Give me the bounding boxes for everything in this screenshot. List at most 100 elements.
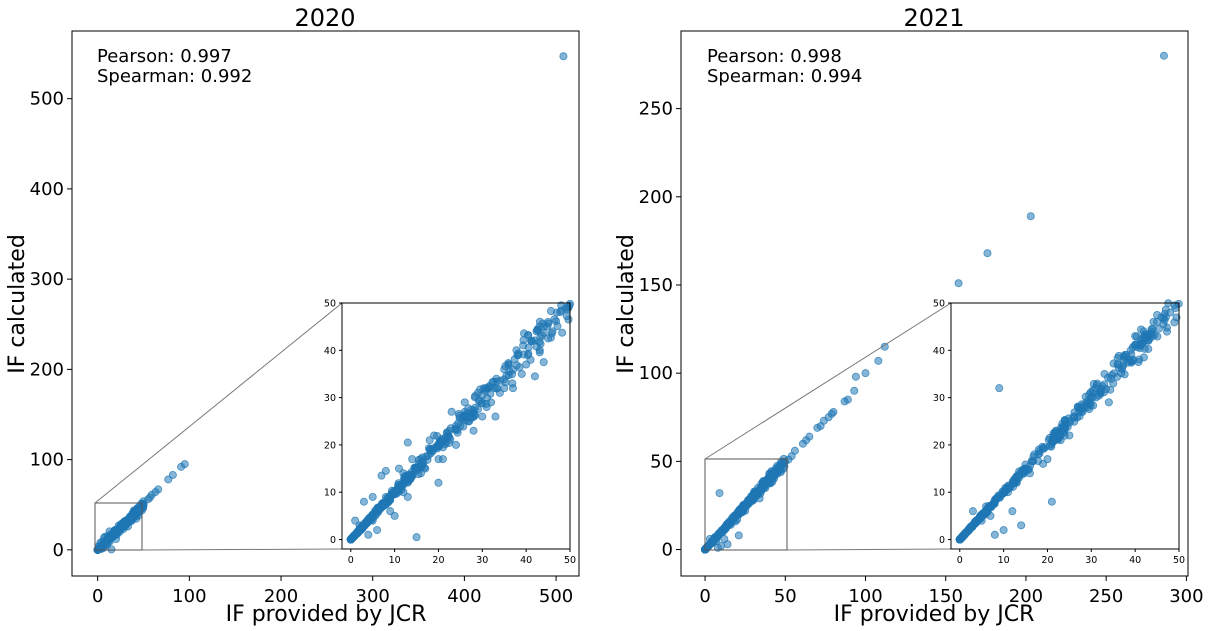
- inset-scatter-point: [370, 508, 379, 517]
- inset-plot: 0 10 20 30 40 50 0 10 20 30 40 50: [324, 299, 576, 567]
- inset-scatter-point: [550, 315, 559, 324]
- y-tick-label: 300: [30, 269, 64, 290]
- plot-frame: [680, 30, 1189, 577]
- inset-x-tick-label: 40: [520, 555, 532, 566]
- inset-scatter-point: [1076, 405, 1085, 414]
- x-tick-label: 100: [848, 586, 882, 607]
- inset-scatter-point: [403, 438, 412, 447]
- inset-scatter-point: [481, 386, 490, 395]
- y-tick-label: 50: [650, 451, 673, 472]
- spearman-annotation: Spearman: 0.992: [97, 66, 252, 87]
- zoom-indicator: [704, 302, 952, 551]
- y-tick-label: 100: [30, 450, 64, 471]
- inset-scatter-point: [403, 492, 412, 501]
- inset-scatter-point: [1027, 457, 1036, 466]
- inset-scatter-point: [1008, 507, 1017, 516]
- scatter-point: [716, 527, 725, 536]
- inset-scatter-point: [1017, 521, 1026, 530]
- inset-scatter-point: [983, 504, 992, 513]
- inset-x-tick-label: 50: [1173, 555, 1185, 566]
- inset-scatter-point: [1137, 325, 1146, 334]
- panel-title: 2020: [294, 4, 355, 32]
- inset-scatter-point: [1153, 310, 1162, 319]
- inset-x-tick-label: 0: [348, 555, 354, 566]
- scatter-point: [861, 369, 870, 378]
- scatter-point: [739, 502, 748, 511]
- x-tick-label: 200: [264, 586, 298, 607]
- scatter-point: [813, 423, 822, 432]
- inset-scatter-point: [508, 379, 517, 388]
- inset-scatter-point: [466, 414, 475, 423]
- y-ticks: 0 100 200 300 400 500: [30, 89, 72, 561]
- scatter-point: [104, 534, 113, 543]
- y-tick-label: 400: [30, 179, 64, 200]
- x-tick-label: 150: [929, 586, 963, 607]
- inset-scatter-point: [346, 535, 355, 544]
- plot-frame: [71, 30, 580, 577]
- inset-scatter-point: [547, 329, 556, 338]
- inset-x-tick-label: 30: [476, 555, 488, 566]
- inset-scatter-points: [955, 299, 1183, 544]
- inset-scatter-point: [1094, 391, 1103, 400]
- inset-scatter-point: [469, 406, 478, 415]
- inset-x-tick-label: 20: [1041, 555, 1053, 566]
- scatter-point: [1026, 212, 1035, 221]
- inset-scatter-point: [514, 349, 523, 358]
- inset-scatter-point: [1113, 360, 1122, 369]
- y-tick-label: 200: [30, 359, 64, 380]
- inset-scatter-point: [1161, 305, 1170, 314]
- inset-x-tick-label: 10: [998, 555, 1010, 566]
- y-axis-label: IF calculated: [5, 234, 30, 374]
- inset-scatter-point: [538, 319, 547, 328]
- inset-scatter-point: [991, 495, 1000, 504]
- inset-y-tick-label: 20: [324, 440, 336, 451]
- scatter-point: [715, 489, 724, 498]
- scatter-point: [954, 279, 963, 288]
- inset-scatter-point: [961, 529, 970, 538]
- inset-scatter-point: [556, 308, 565, 317]
- zoom-region-box: [94, 502, 143, 551]
- inset-y-tick-label: 10: [324, 488, 336, 499]
- y-tick-label: 250: [639, 99, 673, 120]
- inset-scatter-point: [536, 333, 545, 342]
- inset-scatter-point: [355, 524, 364, 533]
- inset-scatter-point: [373, 526, 382, 535]
- inset-scatter-point: [491, 412, 500, 421]
- inset-scatter-point: [460, 398, 469, 407]
- inset-scatter-point: [1113, 372, 1122, 381]
- inset-scatter-point: [363, 516, 372, 525]
- inset-scatter-point: [1114, 351, 1123, 360]
- inset-x-ticks: 0 10 20 30 40 50: [348, 549, 576, 566]
- inset-x-tick-label: 40: [1129, 555, 1141, 566]
- inset-scatter-point: [408, 455, 417, 464]
- inset-scatter-point: [1172, 313, 1181, 322]
- scatter-point: [733, 507, 742, 516]
- x-tick-label: 50: [774, 586, 797, 607]
- inset-scatter-point: [474, 397, 483, 406]
- x-tick-label: 300: [356, 586, 390, 607]
- inset-scatter-point: [451, 440, 460, 449]
- inset-scatter-point: [478, 412, 487, 421]
- spearman-annotation: Spearman: 0.994: [707, 66, 862, 87]
- inset-scatter-point: [504, 360, 513, 369]
- pearson-annotation: Pearson: 0.997: [97, 46, 232, 67]
- zoom-connector-bottom: [141, 548, 343, 551]
- inset-scatter-point: [406, 470, 415, 479]
- inset-scatter-point: [1140, 332, 1149, 341]
- zoom-indicator: [94, 302, 343, 551]
- inset-scatter-point: [515, 363, 524, 372]
- y-ticks: 0 50 100 150 200 250: [639, 99, 681, 561]
- scatter-point: [97, 542, 106, 551]
- inset-scatter-point: [1106, 385, 1115, 394]
- inset-scatter-point: [968, 507, 977, 516]
- inset-scatter-point: [1045, 441, 1054, 450]
- x-ticks: 0 50 100 150 200 250 300: [699, 576, 1204, 607]
- inset-scatter-point: [424, 444, 433, 453]
- inset-scatter-point: [389, 489, 398, 498]
- inset-scatter-point: [1137, 339, 1146, 348]
- inset-scatter-point: [995, 384, 1004, 393]
- inset-scatter-point: [532, 327, 541, 336]
- scatter-point: [734, 531, 743, 540]
- scatter-point: [137, 499, 146, 508]
